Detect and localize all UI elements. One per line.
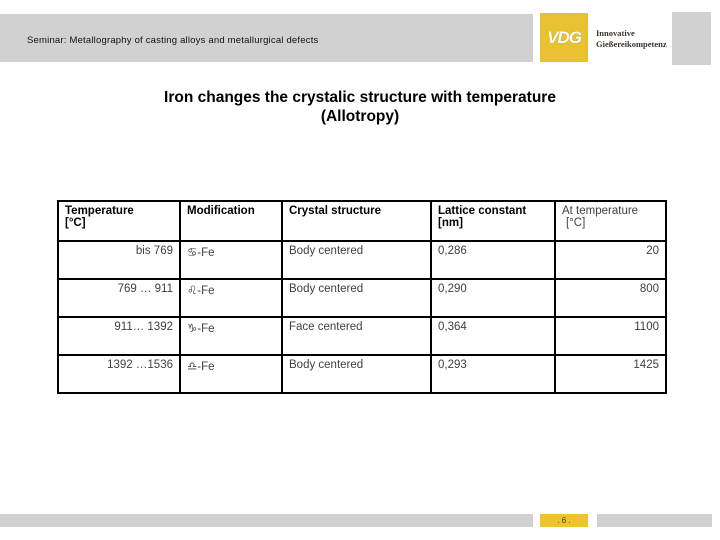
allotropy-table-container: Temperature [°C] Modification Crystal st… [57, 200, 667, 394]
cell-at-temp: 1425 [554, 354, 667, 394]
cell-at-temp: 1100 [554, 316, 667, 356]
table-row: 911… 1392 ♑-Fe Face centered 0,364 1100 [57, 316, 667, 356]
vdg-logo: VDG [540, 13, 588, 62]
page-number-badge: . 6 . [540, 514, 588, 527]
table-row: bis 769 ♋-Fe Body centered 0,286 20 [57, 240, 667, 280]
col-header-lattice-constant: Lattice constant [nm] [430, 200, 556, 242]
allotropy-table: Temperature [°C] Modification Crystal st… [57, 200, 667, 394]
cell-modification: ♎-Fe [179, 354, 283, 394]
vdg-logo-text: VDG [547, 27, 582, 47]
cell-crystal: Body centered [281, 240, 432, 280]
cell-temperature: 911… 1392 [57, 316, 181, 356]
cell-crystal: Body centered [281, 278, 432, 318]
cell-lattice: 0,364 [430, 316, 556, 356]
logo-tagline: Innovative Gießereikompetenz [596, 28, 667, 49]
slide-title-line1: Iron changes the crystalic structure wit… [164, 89, 556, 106]
cell-temperature: 1392 …1536 [57, 354, 181, 394]
col-header-crystal-structure: Crystal structure [281, 200, 432, 242]
seminar-title: Seminar: Metallography of casting alloys… [27, 35, 319, 46]
col-header-modification: Modification [179, 200, 283, 242]
header-corner-block [672, 12, 711, 65]
table-row: 769 … 911 ♌-Fe Body centered 0,290 800 [57, 278, 667, 318]
cell-modification: ♌-Fe [179, 278, 283, 318]
logo-tagline-line2: Gießereikompetenz [596, 38, 667, 49]
footer-band-left [0, 514, 533, 527]
header-band: Seminar: Metallography of casting alloys… [0, 14, 533, 62]
logo-tagline-line1: Innovative [596, 28, 635, 38]
table-header-row: Temperature [°C] Modification Crystal st… [57, 200, 667, 242]
cell-modification: ♑-Fe [179, 316, 283, 356]
cell-lattice: 0,290 [430, 278, 556, 318]
cell-modification: ♋-Fe [179, 240, 283, 280]
cell-lattice: 0,286 [430, 240, 556, 280]
cell-temperature: bis 769 [57, 240, 181, 280]
cell-crystal: Body centered [281, 354, 432, 394]
slide-title: Iron changes the crystalic structure wit… [0, 88, 720, 126]
cell-crystal: Face centered [281, 316, 432, 356]
cell-lattice: 0,293 [430, 354, 556, 394]
cell-at-temp: 800 [554, 278, 667, 318]
col-header-at-temperature: At temperature [°C] [554, 200, 667, 242]
cell-at-temp: 20 [554, 240, 667, 280]
footer-band-right [597, 514, 712, 527]
cell-temperature: 769 … 911 [57, 278, 181, 318]
table-row: 1392 …1536 ♎-Fe Body centered 0,293 1425 [57, 354, 667, 394]
col-header-temperature: Temperature [°C] [57, 200, 181, 242]
slide-title-line2: (Allotropy) [320, 108, 400, 125]
page-number: . 6 . [557, 516, 571, 525]
